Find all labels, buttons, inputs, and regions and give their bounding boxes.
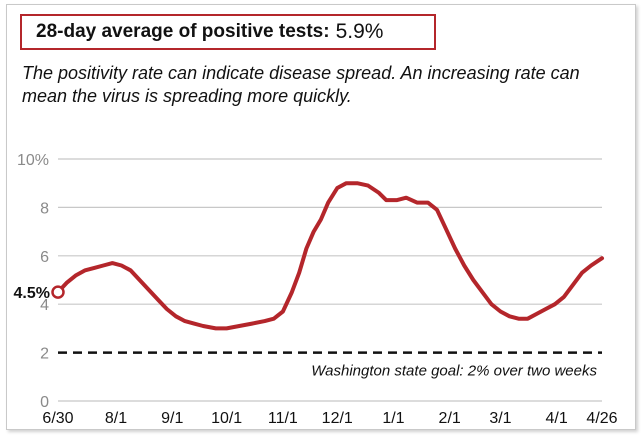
positivity-header: 28-day average of positive tests: 5.9% (20, 14, 436, 50)
y-axis: 0 2 4 6 8 10% (17, 152, 49, 411)
x-tick-label-2-1: 2/1 (439, 410, 461, 427)
y-tick-label-8: 8 (40, 200, 49, 217)
gridlines (58, 158, 602, 402)
header-label: 28-day average of positive tests: (36, 21, 330, 42)
x-tick-label-4-26: 4/26 (586, 410, 617, 427)
y-tick-label-2: 2 (40, 346, 49, 363)
series-group: 4.5% (14, 181, 604, 331)
x-tick-label-10-1: 10/1 (211, 410, 242, 427)
series-line-0 (56, 181, 604, 331)
x-axis: 6/30 8/1 9/1 10/1 11/1 12/1 1/1 2/1 3/1 4/1 4/26 (42, 410, 617, 427)
x-tick-label-11-1: 11/1 (268, 410, 298, 427)
x-tick-label-9-1: 9/1 (161, 410, 183, 427)
x-tick-label-8-1: 8/1 (105, 410, 127, 427)
chart-subtitle: The positivity rate can indicate disease… (22, 63, 580, 106)
x-tick-label-4-1: 4/1 (546, 410, 568, 427)
y-tick-label-6: 6 (40, 249, 49, 266)
x-tick-label-1-1: 1/1 (382, 410, 404, 427)
start-value-label: 4.5% (14, 285, 50, 302)
y-tick-label-0: 0 (40, 394, 49, 411)
goal-line-group: Washington state goal: 2% over two weeks (58, 351, 602, 380)
start-point-marker (51, 285, 65, 299)
y-tick-label-10: 10% (17, 152, 49, 169)
x-tick-label-6-30: 6/30 (42, 410, 73, 427)
header-value: 5.9% (335, 20, 384, 43)
x-tick-label-3-1: 3/1 (489, 410, 511, 427)
x-tick-label-12-1: 12/1 (322, 410, 353, 427)
goal-label: Washington state goal: 2% over two weeks (311, 363, 597, 380)
y-tick-label-4: 4 (40, 297, 49, 314)
